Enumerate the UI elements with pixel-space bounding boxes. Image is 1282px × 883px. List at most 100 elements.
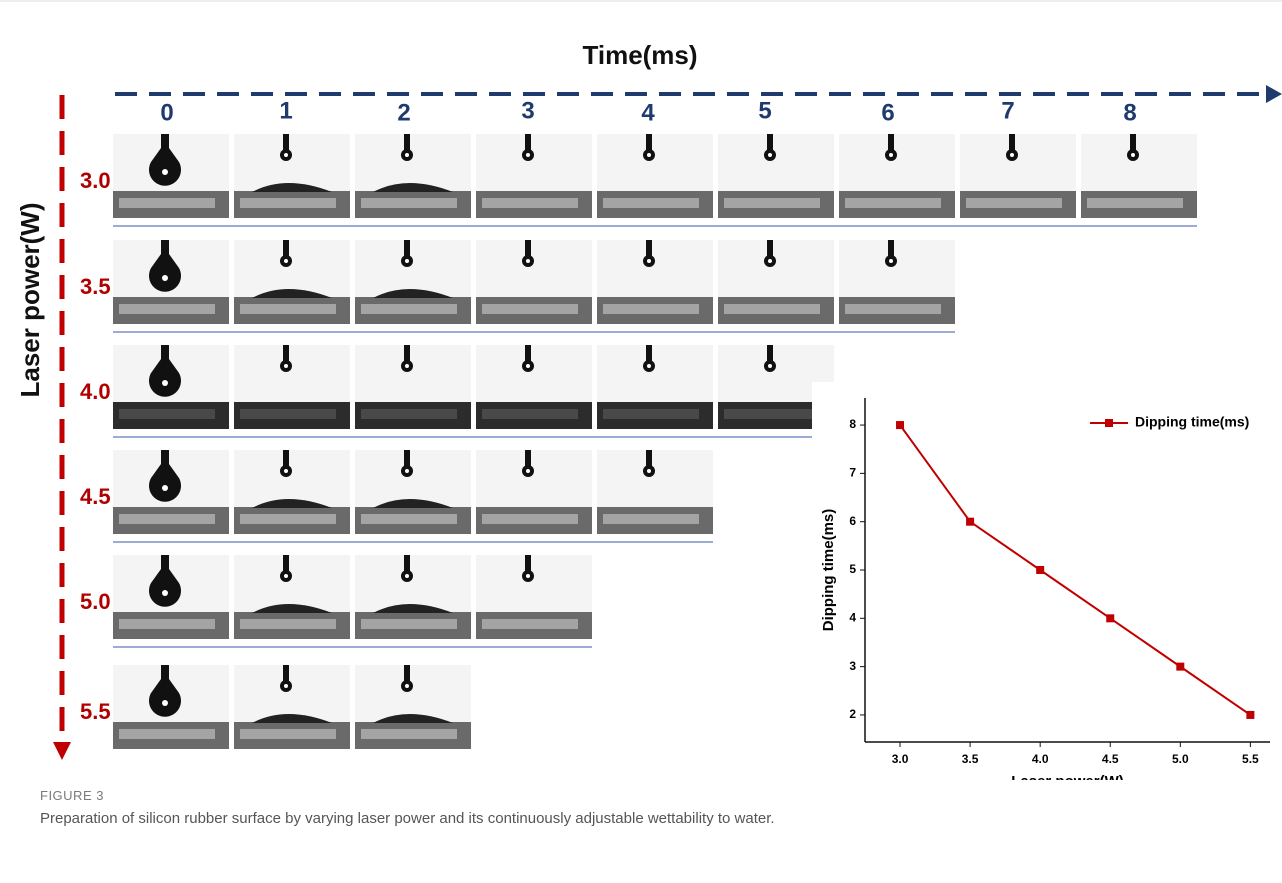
- needle: [767, 134, 773, 151]
- figure-caption: Preparation of silicon rubber surface by…: [40, 810, 775, 827]
- time-label: 7: [1001, 97, 1014, 124]
- needle: [888, 240, 894, 257]
- power-label: 5.5: [80, 699, 111, 724]
- x-tick-label: 5.5: [1242, 752, 1259, 766]
- y-tick-label: 2: [849, 707, 856, 721]
- x-axis-title: Laser power(W): [1011, 773, 1124, 780]
- pendant-glare: [1010, 153, 1014, 157]
- needle: [283, 240, 289, 257]
- inset-bg: [812, 382, 1282, 780]
- y-tick-label: 4: [849, 610, 856, 624]
- time-label: 1: [279, 97, 292, 124]
- frame-texture: [119, 514, 215, 524]
- frame-texture: [482, 304, 578, 314]
- time-label: 6: [881, 99, 894, 126]
- frame-texture: [361, 619, 457, 629]
- figure-label: FIGURE 3: [40, 788, 104, 803]
- frame-texture: [361, 304, 457, 314]
- needle: [646, 240, 652, 257]
- frame-texture: [724, 304, 820, 314]
- page: Time(ms) Laser power(W) 2 3 4 5 6 7 8 3.0 3.5 4.0…: [0, 0, 1282, 883]
- needle: [283, 134, 289, 151]
- needle: [525, 240, 531, 257]
- needle: [525, 450, 531, 467]
- frame-texture: [240, 409, 336, 419]
- pendant-glare: [647, 469, 651, 473]
- x-tick-label: 3.5: [962, 752, 979, 766]
- x-tick-label: 5.0: [1172, 752, 1189, 766]
- frame-texture: [361, 198, 457, 208]
- time-label: 5: [758, 97, 771, 124]
- point: [1176, 663, 1184, 671]
- pendant-glare: [768, 153, 772, 157]
- needle: [283, 665, 289, 682]
- pendant-glare: [405, 684, 409, 688]
- needle: [1009, 134, 1015, 151]
- frame-texture: [240, 729, 336, 739]
- time-label: 8: [1123, 99, 1136, 126]
- needle: [161, 665, 169, 681]
- pendant-glare: [405, 259, 409, 263]
- time-label: 3: [521, 97, 534, 124]
- y-tick-label: 3: [849, 659, 856, 673]
- droplet-glare: [162, 169, 168, 175]
- pendant-glare: [405, 364, 409, 368]
- needle: [161, 134, 169, 150]
- needle: [161, 240, 169, 256]
- pendant-glare: [284, 153, 288, 157]
- frame-texture: [603, 409, 699, 419]
- pendant-glare: [647, 259, 651, 263]
- pendant-glare: [284, 469, 288, 473]
- needle: [404, 134, 410, 151]
- point: [1246, 711, 1254, 719]
- y-tick-label: 8: [849, 417, 856, 431]
- needle: [283, 345, 289, 362]
- power-label: 4.0: [80, 379, 111, 404]
- point: [1106, 614, 1114, 622]
- frame-texture: [482, 619, 578, 629]
- frame-texture: [361, 409, 457, 419]
- pendant-glare: [889, 153, 893, 157]
- frame-texture: [240, 514, 336, 524]
- point: [966, 518, 974, 526]
- pendant-glare: [526, 469, 530, 473]
- pendant-glare: [647, 153, 651, 157]
- pendant-glare: [526, 364, 530, 368]
- frame-texture: [845, 198, 941, 208]
- pendant-glare: [284, 574, 288, 578]
- point: [1036, 566, 1044, 574]
- pendant-glare: [405, 469, 409, 473]
- frame-texture: [240, 619, 336, 629]
- needle: [646, 134, 652, 151]
- needle: [404, 450, 410, 467]
- y-axis-title: Dipping time(ms): [820, 509, 837, 632]
- legend-marker: [1105, 419, 1113, 427]
- y-tick-label: 6: [849, 514, 856, 528]
- frame-texture: [119, 619, 215, 629]
- needle: [161, 555, 169, 571]
- droplet-glare: [162, 700, 168, 706]
- power-label: 5.0: [80, 589, 111, 614]
- frame-texture: [119, 198, 215, 208]
- pendant-glare: [526, 574, 530, 578]
- droplet-glare: [162, 590, 168, 596]
- needle: [888, 134, 894, 151]
- pendant-glare: [768, 259, 772, 263]
- time-axis-title: Time(ms): [582, 40, 697, 70]
- power-label: 3.5: [80, 274, 111, 299]
- frame-texture: [361, 729, 457, 739]
- pendant-glare: [889, 259, 893, 263]
- time-label: 0: [160, 99, 173, 126]
- x-tick-label: 4.0: [1032, 752, 1049, 766]
- time-label: 4: [641, 99, 655, 126]
- time-label: 2: [397, 99, 410, 126]
- frame-texture: [482, 514, 578, 524]
- power-label: 3.0: [80, 168, 111, 193]
- pendant-glare: [284, 259, 288, 263]
- frame-texture: [119, 409, 215, 419]
- needle: [283, 555, 289, 572]
- pendant-glare: [1131, 153, 1135, 157]
- frame-texture: [724, 409, 820, 419]
- pendant-glare: [526, 153, 530, 157]
- frame-texture: [1087, 198, 1183, 208]
